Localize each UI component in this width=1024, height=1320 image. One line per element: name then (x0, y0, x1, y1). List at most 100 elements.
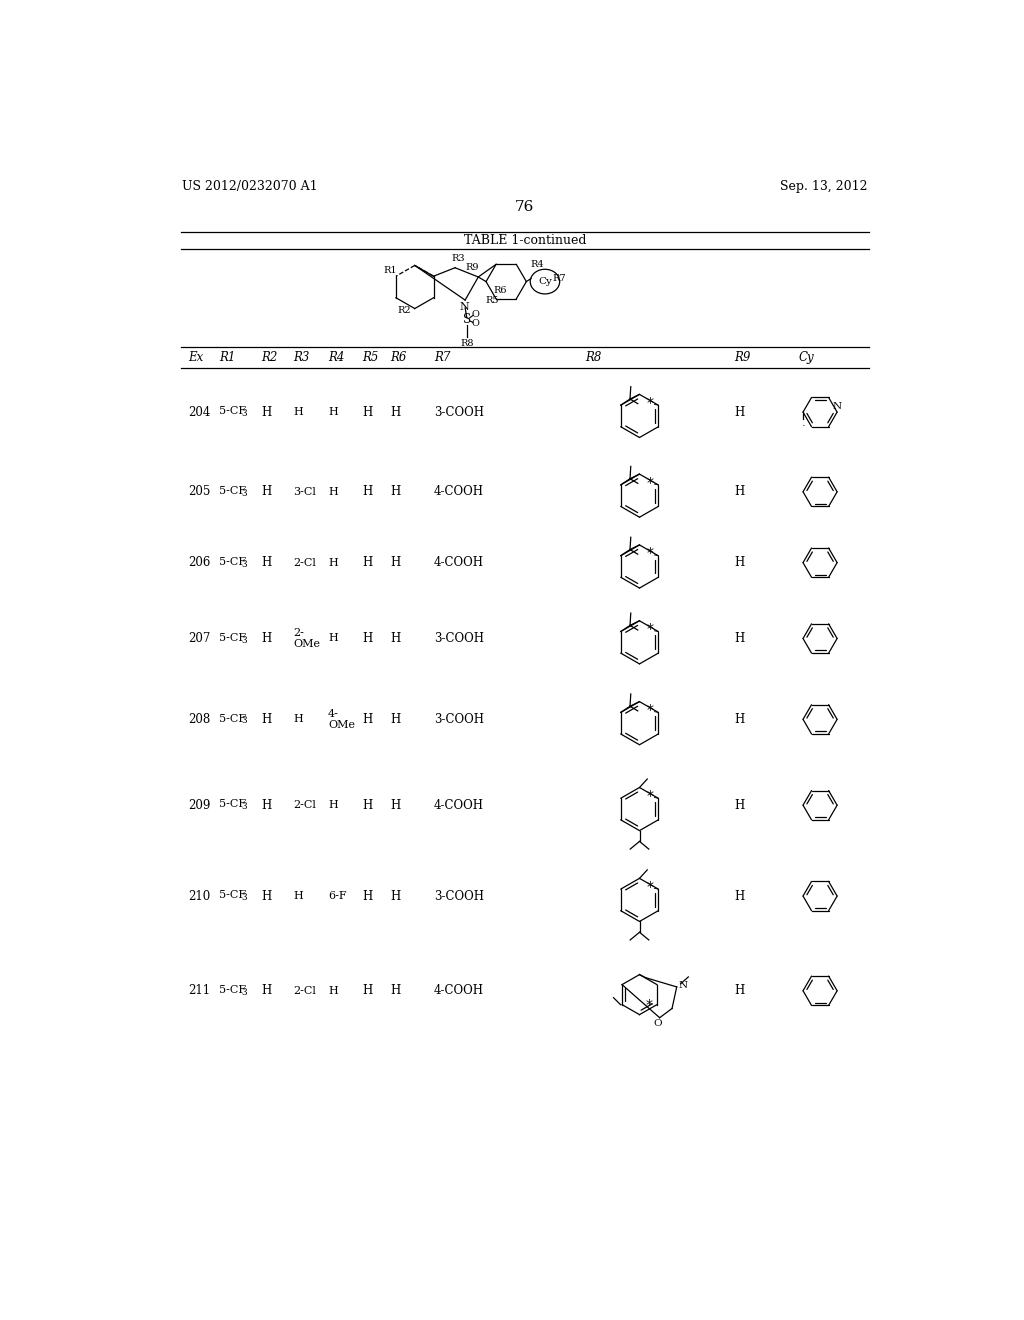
Text: 5-CF: 5-CF (219, 890, 247, 900)
Text: H: H (261, 405, 271, 418)
Text: 211: 211 (188, 985, 211, 998)
Text: OMe: OMe (293, 639, 321, 649)
Text: 3-COOH: 3-COOH (434, 632, 484, 645)
Text: 207: 207 (188, 632, 211, 645)
Text: US 2012/0232070 A1: US 2012/0232070 A1 (182, 181, 317, 194)
Text: H: H (261, 890, 271, 903)
Text: TABLE 1-continued: TABLE 1-continued (464, 234, 586, 247)
Text: H: H (734, 799, 744, 812)
Text: *: * (647, 880, 654, 894)
Text: 3-COOH: 3-COOH (434, 890, 484, 903)
Text: 5-CF: 5-CF (219, 714, 247, 723)
Text: R7: R7 (434, 351, 451, 364)
Text: H: H (261, 799, 271, 812)
Text: 5-CF: 5-CF (219, 486, 247, 496)
Text: 4-COOH: 4-COOH (434, 799, 484, 812)
Text: R1: R1 (219, 351, 236, 364)
Text: 3: 3 (241, 987, 247, 997)
Text: *: * (646, 998, 652, 1011)
Text: *: * (647, 704, 654, 717)
Text: R5: R5 (362, 351, 379, 364)
Text: 4-COOH: 4-COOH (434, 556, 484, 569)
Text: R7: R7 (552, 275, 565, 282)
Text: O: O (653, 1019, 663, 1028)
Text: H: H (328, 800, 338, 810)
Text: H: H (328, 487, 338, 496)
Text: H: H (362, 890, 373, 903)
Text: H: H (734, 985, 744, 998)
Text: H: H (261, 486, 271, 499)
Text: 206: 206 (188, 556, 211, 569)
Text: O: O (471, 310, 479, 319)
Text: 4-COOH: 4-COOH (434, 486, 484, 499)
Text: 3: 3 (241, 409, 247, 418)
Text: OMe: OMe (328, 719, 355, 730)
Text: 4-COOH: 4-COOH (434, 985, 484, 998)
Text: 3: 3 (241, 717, 247, 726)
Text: H: H (390, 486, 400, 499)
Text: N: N (460, 302, 469, 312)
Text: R6: R6 (390, 351, 407, 364)
Text: H: H (261, 713, 271, 726)
Text: R9: R9 (465, 263, 479, 272)
Text: H: H (328, 634, 338, 643)
Text: 3: 3 (241, 803, 247, 812)
Text: H: H (734, 405, 744, 418)
Text: Cy: Cy (799, 351, 814, 364)
Text: Ex: Ex (188, 351, 204, 364)
Text: N: N (833, 403, 842, 412)
Text: H: H (390, 985, 400, 998)
Text: 2-: 2- (293, 628, 304, 638)
Text: 6-F: 6-F (328, 891, 346, 902)
Text: R9: R9 (734, 351, 751, 364)
Text: R4: R4 (530, 260, 544, 269)
Text: 5-CF: 5-CF (219, 632, 247, 643)
Text: H: H (734, 556, 744, 569)
Text: 208: 208 (188, 713, 211, 726)
Text: H: H (328, 986, 338, 995)
Text: *: * (647, 475, 654, 490)
Text: *: * (647, 789, 654, 803)
Text: H: H (390, 556, 400, 569)
Text: H: H (261, 632, 271, 645)
Text: R2: R2 (261, 351, 278, 364)
Text: R2: R2 (397, 306, 411, 314)
Text: 204: 204 (188, 405, 211, 418)
Text: H: H (390, 799, 400, 812)
Text: 2-Cl: 2-Cl (293, 557, 316, 568)
Text: R3: R3 (452, 253, 465, 263)
Text: H: H (362, 713, 373, 726)
Text: H: H (390, 713, 400, 726)
Text: H: H (362, 405, 373, 418)
Text: 3-Cl: 3-Cl (293, 487, 316, 496)
Text: 210: 210 (188, 890, 211, 903)
Text: 3: 3 (241, 635, 247, 644)
Text: H: H (293, 714, 303, 725)
Text: H: H (734, 890, 744, 903)
Text: Sep. 13, 2012: Sep. 13, 2012 (780, 181, 867, 194)
Text: 76: 76 (515, 199, 535, 214)
Text: H: H (328, 557, 338, 568)
Text: H: H (734, 713, 744, 726)
Text: *: * (647, 622, 654, 636)
Text: H: H (362, 486, 373, 499)
Text: H: H (390, 632, 400, 645)
Text: H: H (293, 407, 303, 417)
Text: 5-CF: 5-CF (219, 800, 247, 809)
Text: R8: R8 (586, 351, 602, 364)
Text: H: H (734, 486, 744, 499)
Text: H: H (390, 890, 400, 903)
Text: H: H (362, 985, 373, 998)
Text: H: H (261, 556, 271, 569)
Text: 2-Cl: 2-Cl (293, 800, 316, 810)
Text: 4-: 4- (328, 709, 339, 719)
Text: H: H (261, 985, 271, 998)
Text: 3: 3 (241, 488, 247, 498)
Text: .: . (802, 418, 806, 428)
Text: 209: 209 (188, 799, 211, 812)
Text: H: H (328, 407, 338, 417)
Text: 5-CF: 5-CF (219, 407, 247, 416)
Text: H: H (293, 891, 303, 902)
Text: 5-CF: 5-CF (219, 557, 247, 566)
Text: 3-COOH: 3-COOH (434, 405, 484, 418)
